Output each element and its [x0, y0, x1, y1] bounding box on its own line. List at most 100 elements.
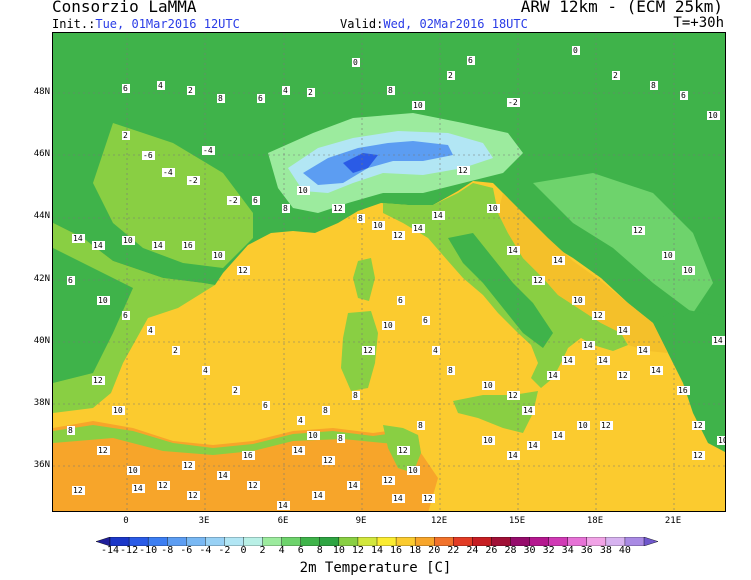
- lat-label: 46N: [33, 149, 50, 159]
- colorbar-tick-label: -12: [120, 545, 139, 556]
- temperature-value-label: 6: [262, 401, 270, 410]
- lon-label: 9E: [355, 516, 367, 526]
- temperature-value-label: 14: [552, 431, 565, 440]
- svg-text:10: 10: [298, 186, 308, 195]
- temperature-value-label: 14: [132, 484, 145, 493]
- lon-label: 18E: [586, 516, 604, 526]
- temperature-value-label: 10: [97, 296, 110, 305]
- temperature-value-label: 12: [237, 266, 250, 275]
- svg-text:14: 14: [638, 346, 648, 355]
- temperature-value-label: 12: [692, 451, 705, 460]
- colorbar-tick-label: 2: [259, 545, 266, 556]
- temperature-value-label: 8: [282, 204, 290, 213]
- svg-text:6: 6: [123, 84, 128, 93]
- svg-text:12: 12: [693, 451, 703, 460]
- lon-label: 6E: [277, 516, 289, 526]
- svg-text:14: 14: [651, 366, 661, 375]
- temperature-value-label: 14: [597, 356, 610, 365]
- svg-text:10: 10: [413, 101, 423, 110]
- temperature-value-label: 14: [507, 246, 520, 255]
- temperature-value-label: -4: [162, 168, 175, 177]
- temperature-value-label: 12: [157, 481, 170, 490]
- svg-text:4: 4: [158, 81, 163, 90]
- colorbar-tick-label: 24: [466, 545, 479, 556]
- valid-line: Valid:Wed, 02Mar2016 18UTC: [340, 17, 528, 31]
- temperature-value-label: 12: [600, 421, 613, 430]
- temperature-map[interactable]: 6 4 2 8 6 4 2 0 8 10 2 6 -2 0 2 8 6 10 2 -6 -4 -2 -4 -2 6 8 10 12 8 1…: [52, 32, 726, 512]
- temperature-value-label: 10: [482, 381, 495, 390]
- temperature-value-label: 12: [362, 346, 375, 355]
- svg-text:14: 14: [293, 446, 303, 455]
- svg-text:14: 14: [278, 501, 288, 510]
- svg-text:14: 14: [313, 491, 323, 500]
- svg-text:12: 12: [323, 456, 333, 465]
- temperature-value-label: 10: [707, 111, 720, 120]
- svg-text:12: 12: [158, 481, 168, 490]
- svg-text:10: 10: [98, 296, 108, 305]
- temperature-value-label: 14: [152, 241, 165, 250]
- svg-text:14: 14: [93, 241, 103, 250]
- temperature-value-label: 10: [407, 466, 420, 475]
- svg-text:8: 8: [218, 94, 223, 103]
- temperature-value-label: 14: [552, 256, 565, 265]
- svg-text:10: 10: [373, 221, 383, 230]
- model-title: ARW 12km - (ECM 25km): [520, 0, 723, 16]
- colorbar-tick-label: 34: [561, 545, 574, 556]
- init-label: Init.:: [52, 17, 96, 31]
- valid-time: Wed, 02Mar2016 18UTC: [383, 17, 528, 31]
- svg-text:14: 14: [553, 431, 563, 440]
- temperature-value-label: 10: [412, 101, 425, 110]
- temperature-value-label: 8: [322, 406, 330, 415]
- lat-label: 38N: [33, 398, 50, 408]
- svg-text:10: 10: [488, 204, 498, 213]
- temperature-value-label: 14: [637, 346, 650, 355]
- temperature-value-label: 6: [122, 84, 130, 93]
- temperature-value-label: 12: [392, 231, 405, 240]
- temperature-value-label: 14: [92, 241, 105, 250]
- temperature-value-label: 14: [392, 494, 405, 503]
- svg-text:12: 12: [363, 346, 373, 355]
- colorbar-tick-label: 4: [278, 545, 285, 556]
- temperature-value-label: 2: [232, 386, 240, 395]
- svg-text:12: 12: [393, 231, 403, 240]
- svg-text:8: 8: [358, 214, 363, 223]
- svg-text:-2: -2: [188, 176, 198, 185]
- temperature-value-label: 2: [447, 71, 455, 80]
- temperature-value-label: 14: [72, 234, 85, 243]
- temperature-value-label: 4: [282, 86, 290, 95]
- temperature-value-label: 14: [277, 501, 290, 510]
- lead-time: T=+30h: [673, 15, 724, 31]
- temperature-value-label: 14: [292, 446, 305, 455]
- europe-land: [53, 33, 725, 363]
- temperature-value-label: 12: [692, 421, 705, 430]
- colorbar-tick-label: 26: [485, 545, 498, 556]
- colorbar-tick-label: 12: [351, 545, 364, 556]
- svg-text:0: 0: [353, 58, 358, 67]
- svg-text:4: 4: [298, 416, 303, 425]
- colorbar-tick-label: 22: [447, 545, 460, 556]
- svg-text:12: 12: [633, 226, 643, 235]
- temperature-value-label: 8: [217, 94, 225, 103]
- svg-text:12: 12: [423, 494, 433, 503]
- svg-text:-4: -4: [163, 168, 173, 177]
- lat-label: 36N: [33, 460, 50, 470]
- temperature-value-label: 14: [507, 451, 520, 460]
- svg-text:4: 4: [433, 346, 438, 355]
- temperature-value-label: 12: [632, 226, 645, 235]
- svg-text:8: 8: [68, 426, 73, 435]
- temperature-value-label: 12: [247, 481, 260, 490]
- svg-text:8: 8: [388, 86, 393, 95]
- svg-text:12: 12: [601, 421, 611, 430]
- svg-text:2: 2: [308, 88, 313, 97]
- temperature-value-label: 12: [397, 446, 410, 455]
- colorbar-tick-label: 30: [523, 545, 536, 556]
- lat-label: 44N: [33, 211, 50, 221]
- svg-text:10: 10: [128, 466, 138, 475]
- temperature-value-label: 14: [412, 224, 425, 233]
- temperature-value-label: 12: [92, 376, 105, 385]
- temperature-value-label: 2: [612, 71, 620, 80]
- lon-label: 0: [123, 516, 129, 526]
- lat-label: 40N: [33, 336, 50, 346]
- svg-text:14: 14: [563, 356, 573, 365]
- colorbar-tick-label: 8: [316, 545, 323, 556]
